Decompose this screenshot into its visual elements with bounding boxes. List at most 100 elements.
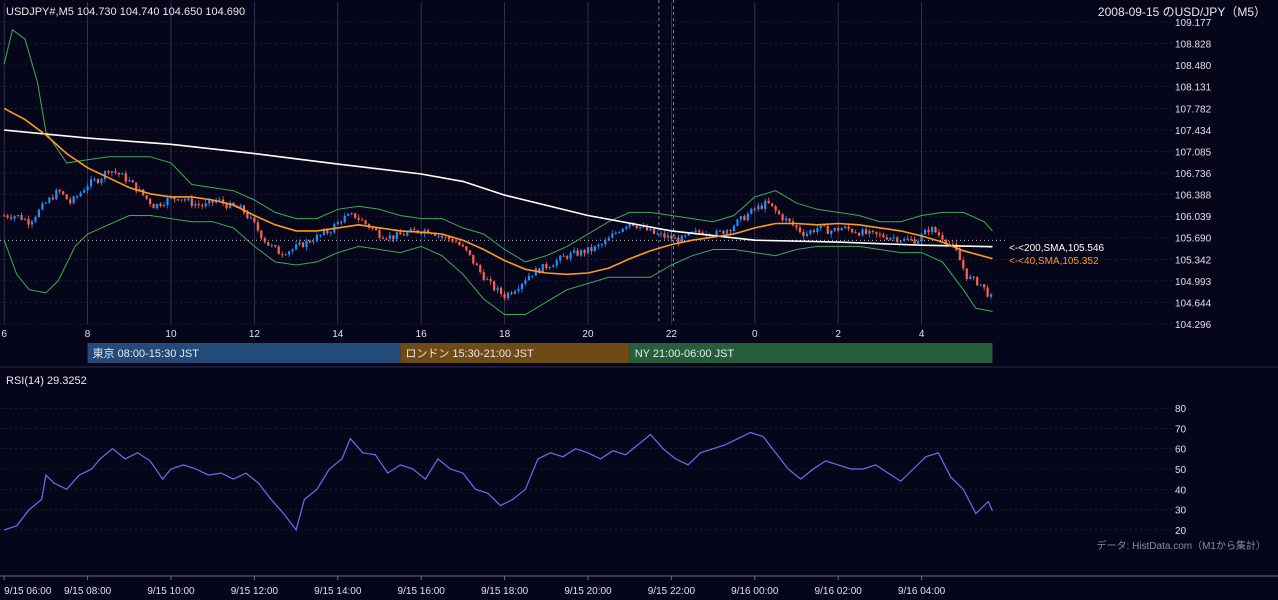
time-tick-label: 16 [416,329,428,340]
candle-body [552,265,555,268]
candle-body [461,245,464,247]
candle-body [263,238,266,243]
candle-body [187,198,190,201]
candle-body [55,189,58,200]
candle-body [618,232,621,234]
candle-body [882,234,885,238]
candle-body [281,254,284,256]
candle-body [37,209,41,218]
candle-body [538,268,541,274]
candle-body [152,204,155,209]
candle-body [357,217,360,220]
candle-body [854,232,857,234]
candle-body [201,205,204,207]
candle-body [750,208,753,214]
candle-body [413,229,416,231]
rsi-line [4,431,994,532]
candle-body [291,249,294,252]
candle-body [670,235,673,239]
candle-body [361,219,364,221]
candle-body [666,235,670,238]
candle-body [906,238,909,240]
candle-body [569,252,572,259]
candle-body [896,237,899,242]
candle-body [27,219,30,225]
candle-body [340,221,343,223]
candle-body [135,182,138,192]
candle-body [920,234,923,242]
candle-body [559,255,562,261]
candle-body [927,229,930,233]
candle-body [89,179,93,187]
candle-body [576,250,579,256]
candle-body [486,279,489,281]
candle-body [458,241,461,246]
candle-body [117,172,120,175]
candle-body [649,228,652,231]
candle-body [364,220,367,225]
candle-body [176,199,180,201]
candle-body [10,217,13,219]
candle-body [329,232,332,234]
candle-body [764,200,767,209]
candle-body [190,198,193,206]
candle-body [809,230,812,234]
candle-body [962,260,965,269]
rsi-tick-label: 20 [1175,526,1187,537]
candle-body [784,218,788,221]
bottom-tick-label: 9/16 00:00 [731,586,779,597]
rsi-tick-label: 80 [1175,404,1187,415]
candle-body [652,228,656,234]
candle-body [183,199,186,201]
time-tick-label: 4 [919,329,925,340]
candle-body [656,233,659,235]
time-tick-label: 14 [332,329,344,340]
candle-body [482,272,485,280]
candle-body [319,234,322,236]
time-tick-label: 18 [499,329,511,340]
candle-body [805,233,809,236]
candle-body [159,203,162,207]
candle-body [545,264,548,269]
candle-body [889,238,892,240]
candle-body [65,194,68,200]
candle-body [760,205,763,209]
candle-body [475,263,478,266]
candle-body [527,275,531,281]
candle-body [531,275,534,277]
candle-body [93,179,96,181]
candle-body [427,229,430,233]
session-label: ロンドン 15:30-21:00 JST [405,348,534,360]
candle-body [194,203,197,206]
rsi-tick-label: 70 [1175,424,1187,435]
candle-body [694,230,697,232]
candle-body [301,242,305,248]
candle-body [277,246,280,255]
candle-body [162,205,166,207]
candle-body [208,200,211,204]
price-tick-label: 104.296 [1175,320,1212,331]
candle-body [590,247,593,252]
candle-body [635,225,638,229]
candle-body [510,292,513,294]
price-tick-label: 108.131 [1175,83,1212,94]
candle-body [941,235,944,240]
candle-body [155,203,159,209]
candle-body [903,238,906,242]
candle-body [274,245,277,247]
candle-body [976,277,979,286]
candle-body [260,230,263,239]
candle-body [701,232,704,235]
main-grid [0,0,1175,325]
candle-body [288,251,291,255]
candle-body [110,171,113,173]
candle-body [579,250,583,256]
candle-body [917,241,920,244]
sma200-line [4,129,993,248]
candle-body [374,228,378,231]
candle-body [875,231,878,235]
candle-body [826,226,829,235]
time-tick-label: 10 [165,329,177,340]
candle-body [611,233,614,238]
rsi-tick-label: 40 [1175,485,1187,496]
